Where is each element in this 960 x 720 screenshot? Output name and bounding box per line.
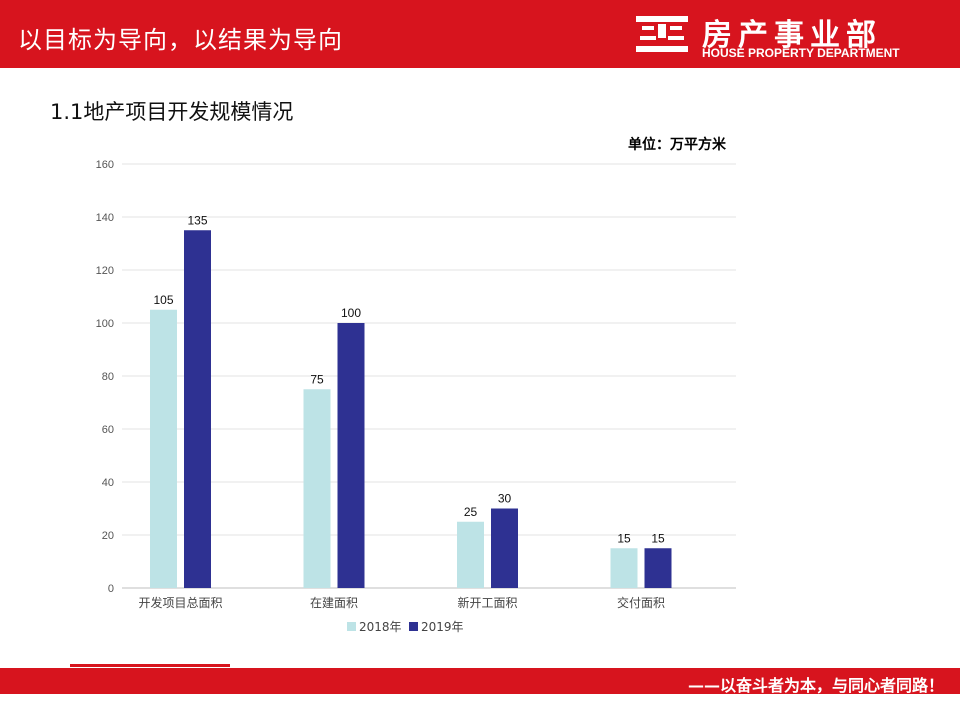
- bar: [184, 230, 211, 588]
- legend-label: 2019年: [421, 620, 464, 634]
- data-label: 15: [651, 531, 665, 545]
- header-title: 以目标为导向，以结果为导向: [18, 26, 343, 54]
- y-tick-label: 100: [96, 318, 114, 330]
- data-label: 135: [187, 213, 207, 227]
- y-tick-label: 0: [108, 583, 114, 595]
- data-label: 100: [341, 306, 361, 320]
- logo-english-text: HOUSE PROPERTY DEPARTMENT: [702, 46, 900, 60]
- y-tick-label: 160: [96, 159, 114, 171]
- bar: [337, 323, 365, 588]
- bar: [610, 548, 638, 588]
- data-label: 105: [153, 293, 173, 307]
- legend-swatch: [409, 622, 418, 631]
- unit-label: 单位：万平方米: [628, 137, 726, 153]
- bar: [491, 508, 518, 588]
- footer-bar: [0, 668, 960, 694]
- data-label: 30: [498, 492, 512, 506]
- category-label: 在建面积: [310, 596, 358, 610]
- y-tick-label: 140: [96, 212, 114, 224]
- logo-mark-icon: [636, 16, 688, 52]
- bar: [303, 389, 331, 588]
- bar: [457, 521, 484, 588]
- category-label: 开发项目总面积: [138, 595, 222, 610]
- legend-label: 2018年: [359, 620, 402, 634]
- data-label: 25: [464, 505, 478, 519]
- header-bar: 以目标为导向，以结果为导向 房产事业部 HOUSE PROPERTY DEPAR…: [0, 0, 960, 68]
- y-tick-label: 80: [102, 371, 114, 383]
- bar-chart: 0 20 40 60 80 100 120 140 160 105 135 开发项目总面积 75 100 在…: [96, 159, 736, 634]
- section-title: 1.1地产项目开发规模情况: [50, 100, 294, 124]
- footer-slogan: ——以奋斗者为本，与同心者同路！: [687, 676, 944, 695]
- data-label: 15: [617, 531, 631, 545]
- y-tick-label: 60: [102, 424, 114, 436]
- bar: [644, 548, 672, 588]
- data-label: 75: [310, 372, 324, 386]
- y-tick-label: 40: [102, 477, 114, 489]
- category-label: 新开工面积: [457, 595, 517, 610]
- legend-swatch: [347, 622, 356, 631]
- bar: [150, 309, 177, 588]
- category-label: 交付面积: [617, 595, 665, 610]
- y-tick-label: 120: [96, 265, 114, 277]
- department-logo: 房产事业部 HOUSE PROPERTY DEPARTMENT: [634, 12, 924, 62]
- y-tick-label: 20: [102, 530, 114, 542]
- logo-chinese-text: 房产事业部: [702, 18, 882, 53]
